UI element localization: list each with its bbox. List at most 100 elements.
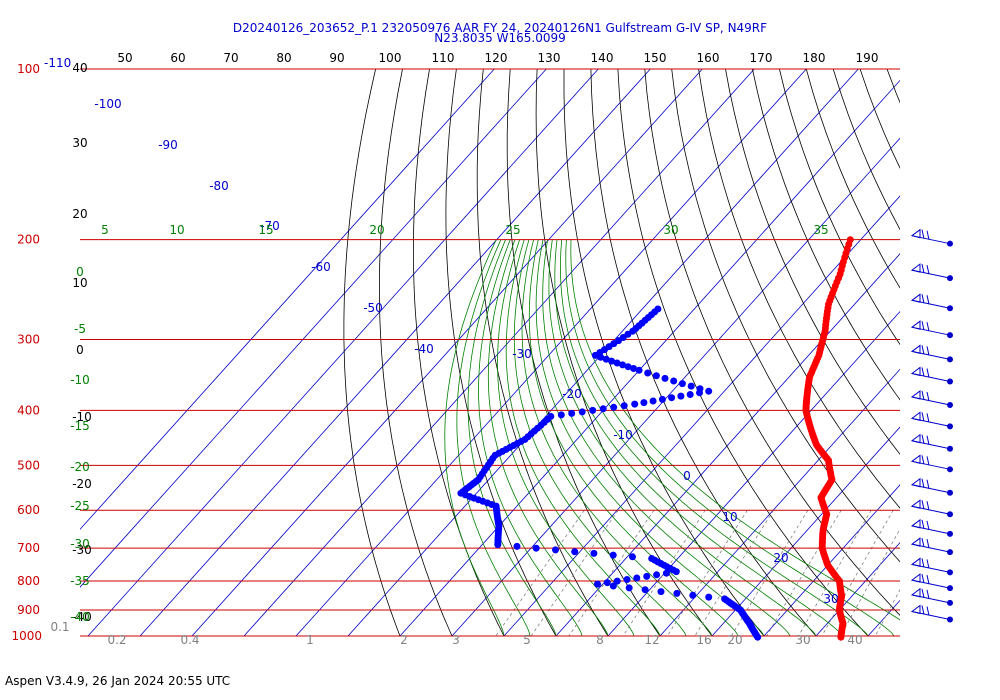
mixing-ratio-label: 40 <box>847 633 862 647</box>
wind-barb-feather <box>921 412 925 422</box>
wind-barb <box>910 518 953 537</box>
wind-barb-feather <box>926 606 930 616</box>
wind-barb-feather <box>921 321 925 331</box>
top-tick-label: 60 <box>170 51 185 65</box>
wind-barb-feather <box>926 295 930 305</box>
wind-barb-feather <box>921 588 925 598</box>
moist-adiabat-label: 30 <box>663 223 678 237</box>
moist-adiabat-line <box>487 239 609 637</box>
left-scale-label: -40 <box>72 610 92 624</box>
dewpoint-point <box>597 353 605 361</box>
dewpoint-point <box>589 406 597 414</box>
dewpoint-point <box>696 389 703 397</box>
isotherm-label: 10 <box>722 510 737 524</box>
top-tick-label: 110 <box>432 51 455 65</box>
dewpoint-point <box>590 549 598 557</box>
dry-adiabat-line <box>445 69 557 637</box>
moist-adiabat-label: 10 <box>169 223 184 237</box>
isotherm-label: -70 <box>260 219 280 233</box>
dewpoint-point <box>657 588 665 596</box>
dewpoint-point <box>705 387 713 395</box>
wind-barb-feather <box>926 575 930 585</box>
isotherm-label: 0 <box>683 469 691 483</box>
wind-barb-pennant <box>910 477 921 488</box>
dewpoint-point <box>578 408 586 416</box>
footer-timestamp: Aspen V3.4.9, 26 Jan 2024 20:55 UTC <box>5 674 231 688</box>
dewpoint-point <box>631 400 639 408</box>
wind-barb <box>910 537 953 556</box>
dewpoint-point <box>661 374 669 382</box>
wind-barb <box>910 344 953 363</box>
dewpoint-point <box>599 405 607 413</box>
wind-barb-pennant <box>910 293 921 303</box>
dewpoint-point <box>640 399 648 407</box>
isotherm-line <box>139 69 651 637</box>
dewpoint-point <box>620 402 628 410</box>
dewpoint-point <box>532 544 540 552</box>
top-tick-label: 80 <box>276 51 291 65</box>
isotherm-label: -10 <box>613 428 633 442</box>
dewpoint-point <box>630 365 638 372</box>
isotherm-line <box>607 310 900 637</box>
dry-adiabat-line <box>995 69 1000 636</box>
dewpoint-point <box>591 351 599 359</box>
dewpoint-point <box>557 411 565 419</box>
mixing-ratio-line <box>798 509 872 637</box>
wind-barb-feather <box>921 605 925 615</box>
dewpoint-point <box>603 579 611 587</box>
dewpoint-point <box>609 582 617 590</box>
dewpoint-point <box>689 591 697 599</box>
temperature-point <box>837 633 845 641</box>
wind-barb-feather <box>921 519 925 530</box>
dewpoint-point <box>686 391 694 398</box>
dry-adiabat-line <box>563 69 765 637</box>
isotherm-line <box>920 69 1000 636</box>
dry-adiabat-line <box>698 69 900 509</box>
moist-adiabat-left-label: -15 <box>70 419 90 433</box>
pressure-label: 1000 <box>11 629 42 643</box>
moist-adiabat-label: 25 <box>505 223 520 237</box>
wind-barb-feather <box>921 345 925 355</box>
mixing-ratio-label: 16 <box>696 633 711 647</box>
top-tick-label: 100 <box>379 51 402 65</box>
mixing-ratio-line <box>874 588 900 637</box>
dry-adiabat-line <box>378 69 453 637</box>
left-scale-label: -20 <box>72 477 92 491</box>
wind-barb-feather <box>921 229 925 239</box>
dry-adiabat-line <box>859 69 900 169</box>
pressure-label: 200 <box>17 233 40 247</box>
dewpoint-point <box>623 576 631 583</box>
dry-adiabat-line <box>805 69 900 289</box>
wind-barb-feather <box>926 589 930 599</box>
wind-barb-feather <box>926 559 930 569</box>
chart-title-line2: N23.8035 W165.0099 <box>434 31 566 45</box>
isotherm-line <box>659 368 900 637</box>
wind-barb-feather <box>921 500 925 510</box>
dewpoint-point <box>608 357 616 365</box>
dry-adiabat-line <box>671 69 900 563</box>
wind-barb-feather <box>921 455 925 465</box>
wind-barb <box>910 573 953 592</box>
wind-barb-pennant <box>910 433 921 444</box>
mixing-ratio-line <box>840 528 900 637</box>
dewpoint-point <box>678 380 686 388</box>
moist-adiabat-line <box>554 239 843 637</box>
dry-adiabat-line <box>476 69 609 637</box>
left-scale-label: 10 <box>72 276 87 290</box>
dry-adiabat-line <box>725 69 900 455</box>
pressure-label: 900 <box>17 603 40 617</box>
pressure-label: 300 <box>17 333 40 347</box>
top-tick-label: 150 <box>644 51 667 65</box>
moist-adiabat-left-label: 0 <box>76 265 84 279</box>
dry-adiabat-line <box>343 69 401 637</box>
left-scale-label: 20 <box>72 207 87 221</box>
wind-barb <box>910 454 953 473</box>
dewpoint-point <box>662 569 670 577</box>
isotherm-line <box>87 69 599 637</box>
dry-adiabat-line <box>590 69 817 637</box>
moist-adiabat-left-label: -10 <box>70 373 90 387</box>
wind-barb-pennant <box>910 320 921 330</box>
dewpoint-point <box>670 377 678 385</box>
dewpoint-point <box>668 394 676 402</box>
left-scale-label: 30 <box>72 136 87 150</box>
